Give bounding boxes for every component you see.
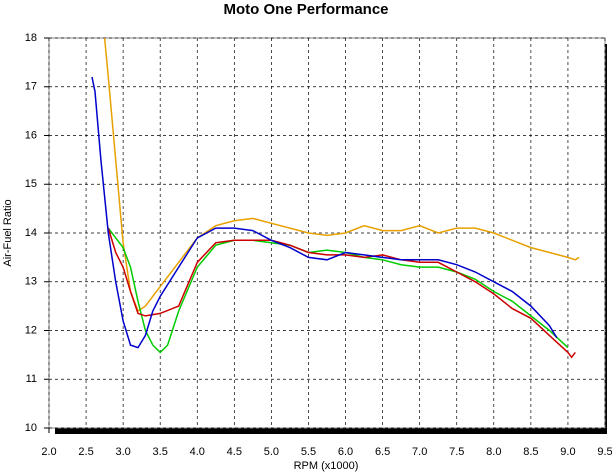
x-tick-label: 2.5 [78, 446, 93, 458]
x-tick-label: 5.0 [264, 446, 279, 458]
series-line [107, 227, 576, 359]
y-tick-label: 14 [25, 227, 37, 239]
y-tick-label: 16 [25, 129, 37, 141]
x-axis-label: RPM (x1000) [294, 460, 359, 472]
x-tick-label: 7.5 [449, 446, 464, 458]
x-tick-label: 4.0 [190, 446, 205, 458]
x-tick-label: 8.5 [523, 446, 538, 458]
x-tick-label: 6.0 [338, 446, 353, 458]
lines [91, 38, 580, 359]
y-tick-label: 11 [26, 373, 37, 385]
y-tick-label: 12 [25, 324, 37, 336]
x-tick-label: 4.5 [227, 446, 242, 458]
x-tick-label: 6.5 [375, 446, 390, 458]
y-tick-label: 13 [25, 276, 37, 288]
y-tick-label: 18 [25, 32, 37, 44]
x-tick-label: 2.0 [41, 446, 56, 458]
x-tick-label: 3.0 [115, 446, 130, 458]
y-tick-label: 17 [25, 81, 37, 93]
y-tick-label: 15 [25, 178, 37, 190]
x-tick-label: 9.0 [560, 446, 575, 458]
x-tick-label: 7.0 [412, 446, 427, 458]
chart-title: Moto One Performance [223, 1, 388, 18]
y-tick-label: 10 [25, 422, 37, 434]
x-tick-label: 3.5 [153, 446, 168, 458]
series-line [103, 38, 580, 313]
y-axis-label: Air-Fuel Ratio [2, 199, 14, 266]
series-line [91, 76, 558, 349]
x-tick-label: 9.5 [597, 446, 612, 458]
x-tick-label: 5.5 [301, 446, 316, 458]
x-tick-label: 8.0 [486, 446, 501, 458]
